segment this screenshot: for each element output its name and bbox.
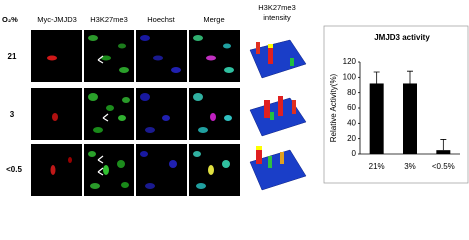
row-label: <0.5	[6, 165, 22, 174]
y-tick-label: 100	[343, 72, 357, 81]
row-label: 3	[10, 110, 15, 119]
row-label: 21	[8, 52, 17, 61]
column-header: Hoechst	[147, 15, 175, 24]
chart: 0 20 40 60 80 100 120 21% 3% <0.5%	[343, 57, 460, 171]
y-tick-label: 40	[347, 118, 356, 127]
micrographs	[31, 30, 240, 196]
figure: O₂% Myc-JMJD3 H3K27me3 Hoechst Merge H3K…	[2, 3, 469, 196]
column-header: H3K27me3	[90, 15, 128, 24]
error-bar	[373, 71, 380, 84]
o2-header: O₂%	[2, 15, 18, 24]
chart-frame	[323, 25, 469, 184]
chart-title: JMJD3 activity	[374, 33, 430, 42]
y-axis-label: Relative Activity(%)	[329, 73, 338, 142]
intensity-header: intensity	[263, 13, 291, 22]
column-header: Myc-JMJD3	[37, 15, 77, 24]
bar	[403, 83, 417, 154]
y-tick-label: 120	[343, 57, 357, 66]
x-tick-label: 3%	[404, 162, 416, 171]
y-tick-label: 20	[347, 134, 356, 143]
bar	[436, 150, 451, 154]
intensity-plots	[249, 39, 307, 191]
x-tick-label: 21%	[369, 162, 385, 171]
error-bar	[440, 139, 447, 151]
bar	[369, 83, 384, 154]
x-tick-label: <0.5%	[432, 162, 455, 171]
y-tick-label: 80	[347, 88, 356, 97]
y-tick-label: 60	[347, 103, 356, 112]
error-bar	[407, 70, 413, 84]
column-header: Merge	[203, 15, 224, 24]
intensity-header: H3K27me3	[258, 3, 296, 12]
y-tick-label: 0	[352, 149, 357, 158]
